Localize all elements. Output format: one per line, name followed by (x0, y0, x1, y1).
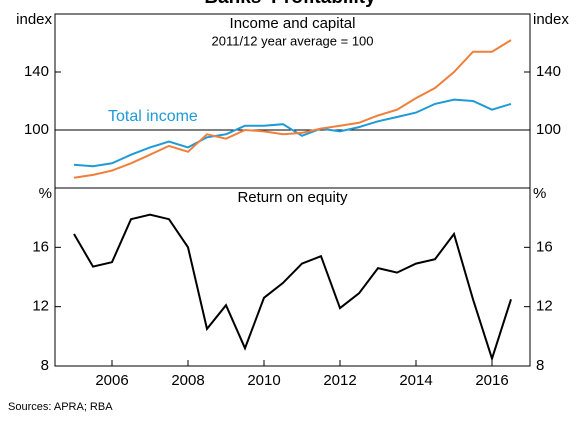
series-line (73, 39, 512, 179)
x-tick-label: 2010 (247, 372, 280, 389)
chart-title: Banks' Profitability (204, 0, 376, 8)
panel-subtitle: 2011/12 year average = 100 (211, 33, 373, 48)
series-line (73, 98, 512, 168)
y2-tick-label: 100 (536, 121, 561, 138)
y-tick-label: 8 (41, 357, 49, 374)
series-line (73, 213, 512, 362)
x-tick-label: 2012 (323, 372, 356, 389)
y2-axis-label: % (533, 185, 546, 202)
panel-title: Income and capital (230, 15, 356, 32)
panel-title: Return on equity (237, 189, 348, 206)
y2-tick-label: 8 (536, 357, 544, 374)
x-tick-label: 2006 (95, 372, 128, 389)
y-tick-label: 12 (32, 298, 49, 315)
y2-tick-label: 16 (536, 238, 553, 255)
x-tick-label: 2008 (171, 372, 204, 389)
y2-tick-label: 12 (536, 298, 553, 315)
panel-frame (54, 187, 531, 367)
y-tick-label: 140 (24, 63, 49, 80)
y-tick-label: 16 (32, 238, 49, 255)
y-axis-label: % (39, 185, 52, 202)
source-note: Sources: APRA; RBA (8, 401, 113, 413)
x-tick-label: 2014 (399, 372, 432, 389)
series-label: Total income (108, 108, 198, 125)
y-axis-label: index (16, 11, 52, 28)
x-tick-label: 2016 (475, 372, 508, 389)
y2-tick-label: 140 (536, 63, 561, 80)
y2-axis-label: index (533, 11, 569, 28)
y-tick-label: 100 (24, 121, 49, 138)
